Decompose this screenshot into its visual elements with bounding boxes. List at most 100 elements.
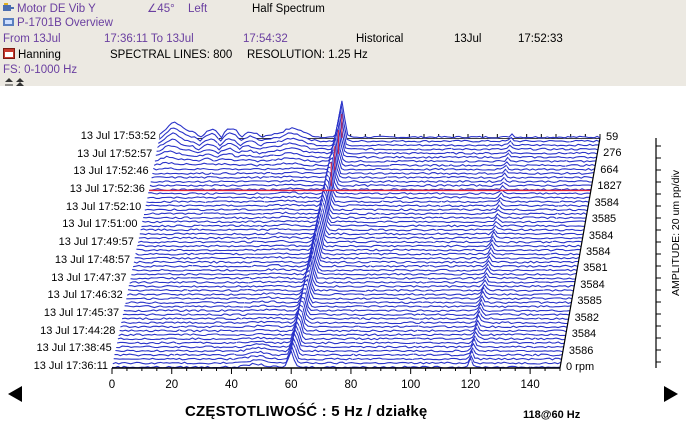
header-row-4: Hanning SPECTRAL LINES: 800 RESOLUTION: …	[0, 47, 686, 63]
speed-label: 276	[603, 147, 622, 160]
spectrum-trace	[130, 254, 576, 280]
time-label: 13 Jul 17:52:46	[73, 165, 149, 178]
waterfall-chart: 13 Jul 17:53:52 13 Jul 17:52:57 13 Jul 17:…	[0, 86, 686, 427]
time-label: 13 Jul 17:45:37	[43, 306, 120, 319]
spectrum-trace	[114, 337, 563, 357]
data-mode: Historical	[356, 33, 404, 45]
time-label: 13 Jul 17:44:28	[40, 324, 116, 337]
grid-line	[529, 137, 572, 369]
plot-header: Motor DE Vib Y ∠45° Left Half Spectrum P…	[0, 0, 686, 86]
spectrum-trace	[158, 109, 599, 147]
spectrum-trace	[117, 320, 565, 341]
probe-orientation: Left	[188, 3, 208, 15]
spectrum-trace	[155, 122, 597, 159]
machine-speed-label: 118@60 Hz	[523, 409, 581, 421]
header-row-1: Motor DE Vib Y ∠45° Left Half Spectrum	[0, 1, 686, 17]
speed-label: 3584	[588, 229, 614, 242]
trace-mask	[128, 270, 574, 292]
time-label: 13 Jul 17:53:52	[80, 130, 156, 142]
amplitude-axis-label: AMPLITUDE: 20 um pp/div	[670, 169, 682, 296]
spectrum-trace	[139, 207, 584, 236]
spectrum-trace	[158, 104, 600, 143]
spectrum-trace	[159, 100, 601, 139]
speed-label: 3586	[568, 344, 594, 357]
spectrum-trace	[133, 236, 579, 264]
spectrum-trace	[140, 201, 585, 232]
frequency-tick-label: 40	[225, 379, 238, 391]
time-label: 13 Jul 17:38:45	[36, 342, 112, 355]
speed-label: 59	[606, 131, 619, 143]
spectrum-trace	[153, 137, 595, 171]
speed-label: 3584	[586, 246, 611, 258]
waterfall-plot	[111, 100, 661, 374]
trace-mask	[160, 100, 600, 138]
spectrum-trace	[142, 191, 586, 224]
spectrum-trace	[150, 151, 593, 183]
spectrum-trace	[157, 113, 599, 151]
spectrum-trace	[138, 210, 583, 240]
spectrum-trace	[144, 181, 588, 212]
time-label: 13 Jul 17:47:37	[51, 271, 127, 284]
arrow-left-icon[interactable]	[8, 386, 22, 402]
trace-mask	[130, 255, 576, 280]
range-from-time: 17:36:11 To 13Jul	[104, 33, 194, 45]
range-from: From 13Jul	[3, 33, 61, 45]
spectrum-trace	[120, 307, 568, 329]
spectrum-trace	[116, 327, 564, 349]
speed-label: 0 rpm	[566, 361, 595, 373]
frequency-tick-label: 100	[401, 379, 421, 391]
spectrum-type: Half Spectrum	[252, 3, 325, 15]
spectrum-trace	[141, 197, 585, 228]
speed-label: 3584	[594, 196, 620, 209]
frequency-axis-label: CZĘSTOTLIWOŚĆ : 5 Hz / działkę	[185, 403, 428, 420]
spectrum-trace	[147, 170, 590, 200]
spectrum-trace	[124, 288, 571, 309]
probe-angle: ∠45°	[147, 3, 175, 15]
speed-label: 1827	[597, 180, 622, 193]
motor-icon	[3, 3, 14, 11]
speed-label: 3582	[574, 311, 600, 324]
spectrum-trace	[133, 240, 578, 268]
time-label: 13 Jul 17:51:00	[62, 218, 138, 231]
channel-name[interactable]: Motor DE Vib Y	[3, 1, 96, 17]
range-to-time: 17:54:32	[243, 33, 288, 45]
spectrum-trace	[115, 332, 563, 353]
resolution: RESOLUTION: 1.25 Hz	[247, 49, 368, 61]
grid-line	[171, 137, 220, 369]
frequency-tick-label: 0	[108, 379, 116, 391]
spectrum-trace	[136, 223, 581, 252]
frequency-tick-label: 80	[344, 379, 358, 391]
time-label: 13 Jul 17:52:10	[65, 200, 142, 213]
speed-label: 664	[600, 163, 619, 176]
speed-axis-line	[559, 137, 601, 369]
spectrum-trace	[126, 274, 573, 296]
time-label: 13 Jul 17:46:32	[47, 289, 123, 302]
spectrum-trace	[123, 292, 570, 313]
grid-line	[410, 137, 454, 369]
spectrum-trace	[146, 173, 589, 204]
spectrum-trace	[143, 184, 587, 216]
spectrum-trace	[156, 118, 598, 155]
spectrum-trace	[113, 341, 562, 361]
frequency-tick-label: 120	[460, 379, 480, 391]
spectrum-trace	[127, 269, 574, 292]
full-scale: FS: 0-1000 Hz	[3, 64, 78, 76]
header-row-3: From 13Jul 17:36:11 To 13Jul 17:54:32 Hi…	[0, 31, 686, 47]
spectral-lines: SPECTRAL LINES: 800	[110, 49, 233, 61]
frequency-tick-label: 60	[284, 379, 298, 391]
spectrum-trace	[137, 214, 582, 244]
asset-name[interactable]: P-1701B Overview	[3, 15, 113, 31]
spectrum-trace	[118, 315, 566, 337]
spectrum-trace	[122, 296, 570, 317]
spectrum-trace	[148, 166, 591, 196]
arrow-right-icon[interactable]	[664, 386, 678, 402]
spectrum-trace	[149, 156, 592, 188]
cursor-time: 17:52:33	[518, 33, 563, 45]
machine-icon	[3, 18, 14, 26]
time-label: 13 Jul 17:52:36	[69, 183, 145, 196]
expand-collapse-icon[interactable]	[4, 77, 26, 87]
spectrum-trace	[151, 146, 594, 180]
frequency-tick-label: 20	[165, 379, 179, 391]
spectrum-trace	[126, 278, 573, 300]
grid-line	[470, 137, 513, 369]
